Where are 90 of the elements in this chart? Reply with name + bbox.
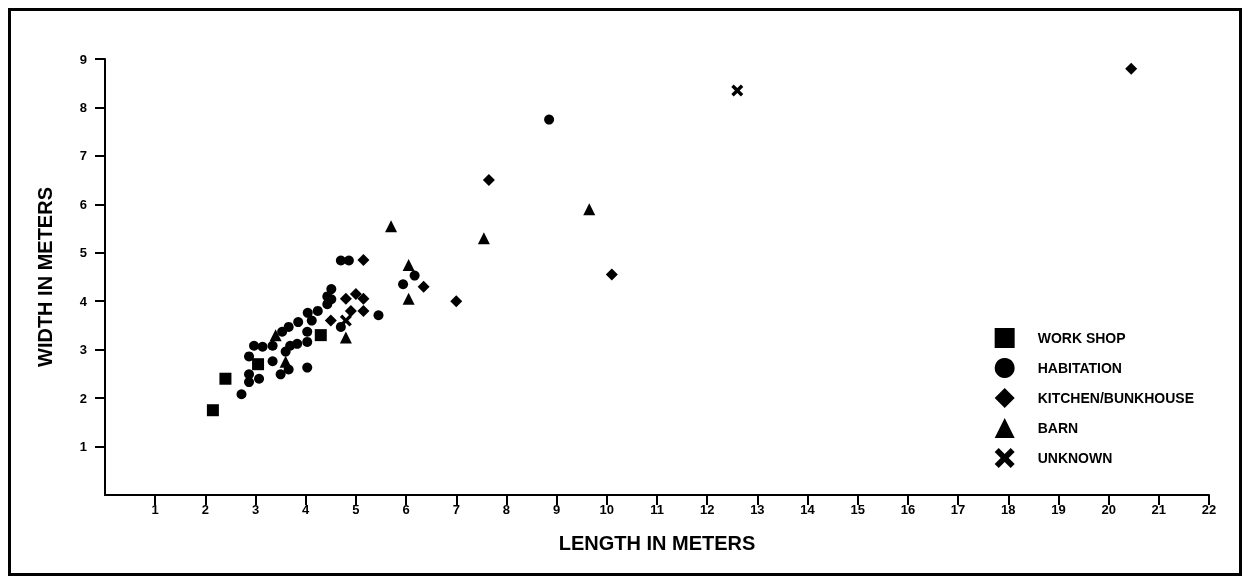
y-tick-label: 3 (79, 342, 87, 358)
point (257, 341, 268, 352)
x-tick-label: 22 (1201, 502, 1217, 517)
x-tick-label: 4 (302, 502, 311, 517)
point (373, 310, 384, 321)
point (482, 174, 495, 187)
x-tick-label: 12 (699, 502, 715, 517)
point (605, 268, 618, 281)
point (306, 315, 317, 326)
point (339, 331, 352, 344)
x-tick-label: 14 (800, 502, 816, 517)
y-tick-label: 9 (79, 51, 87, 67)
point (252, 358, 265, 371)
point (544, 114, 555, 125)
point (236, 389, 247, 400)
y-tick-label: 1 (79, 439, 87, 455)
point (402, 292, 415, 305)
point (206, 404, 219, 417)
point (244, 369, 255, 380)
point (275, 369, 286, 380)
point (254, 373, 265, 384)
y-tick-label: 2 (79, 390, 87, 406)
legend-label: HABITATION (1037, 360, 1122, 376)
x-tick-label: 13 (750, 502, 765, 517)
point (267, 340, 278, 351)
x-tick-label: 1 (151, 502, 159, 517)
x-tick-label: 3 (251, 502, 260, 517)
point (477, 232, 490, 245)
point (302, 307, 313, 318)
legend-label: WORK SHOP (1037, 330, 1126, 346)
point (302, 326, 313, 337)
point (283, 321, 294, 332)
point (385, 220, 398, 233)
x-tick-label: 10 (599, 502, 615, 517)
point (344, 304, 357, 317)
point (583, 203, 596, 216)
point (249, 340, 260, 351)
x-tick-label: 20 (1101, 502, 1116, 517)
point (322, 291, 333, 302)
y-axis-title: WIDTH IN METERS (34, 187, 56, 367)
x-tick-label: 21 (1151, 502, 1167, 517)
x-tick-label: 8 (502, 502, 511, 517)
x-tick-label: 2 (201, 502, 209, 517)
x-tick-label: 5 (352, 502, 360, 517)
x-tick-label: 7 (452, 502, 460, 517)
point (409, 270, 420, 281)
point (219, 372, 232, 385)
x-tick-label: 9 (553, 502, 561, 517)
point (292, 338, 303, 349)
point (269, 329, 282, 342)
x-tick-label: 18 (1001, 502, 1016, 517)
point (314, 329, 327, 342)
y-tick-label: 6 (79, 196, 87, 212)
point (357, 254, 370, 267)
point (402, 258, 415, 271)
legend-label: KITCHEN/BUNKHOUSE (1037, 390, 1195, 406)
x-tick-label: 11 (650, 502, 664, 517)
point (302, 336, 313, 347)
point (302, 362, 313, 373)
point (312, 305, 323, 316)
point (417, 280, 430, 293)
x-tick-label: 19 (1051, 502, 1066, 517)
x-tick-label: 6 (402, 502, 410, 517)
point (357, 292, 370, 305)
x-tick-label: 15 (850, 502, 865, 517)
point (339, 314, 352, 327)
point (349, 287, 362, 300)
x-tick-label: 17 (950, 502, 966, 517)
x-tick-label: 16 (900, 502, 916, 517)
y-tick-label: 7 (79, 148, 87, 164)
y-tick-label: 5 (79, 245, 87, 261)
point (324, 314, 337, 327)
legend-label: BARN (1037, 420, 1079, 436)
legend-label: UNKNOWN (1037, 450, 1113, 466)
x-axis-title: LENGTH IN METERS (558, 532, 756, 554)
point (339, 292, 352, 305)
point (343, 255, 354, 266)
point (357, 304, 370, 317)
point (398, 279, 409, 290)
y-tick-label: 8 (79, 99, 87, 115)
point (731, 84, 744, 97)
point (293, 317, 304, 328)
point (244, 351, 255, 362)
point (279, 355, 292, 368)
point (1125, 62, 1138, 75)
point (277, 326, 288, 337)
y-tick-label: 4 (79, 293, 88, 309)
point (326, 284, 337, 295)
point (267, 356, 278, 367)
point (450, 295, 463, 308)
